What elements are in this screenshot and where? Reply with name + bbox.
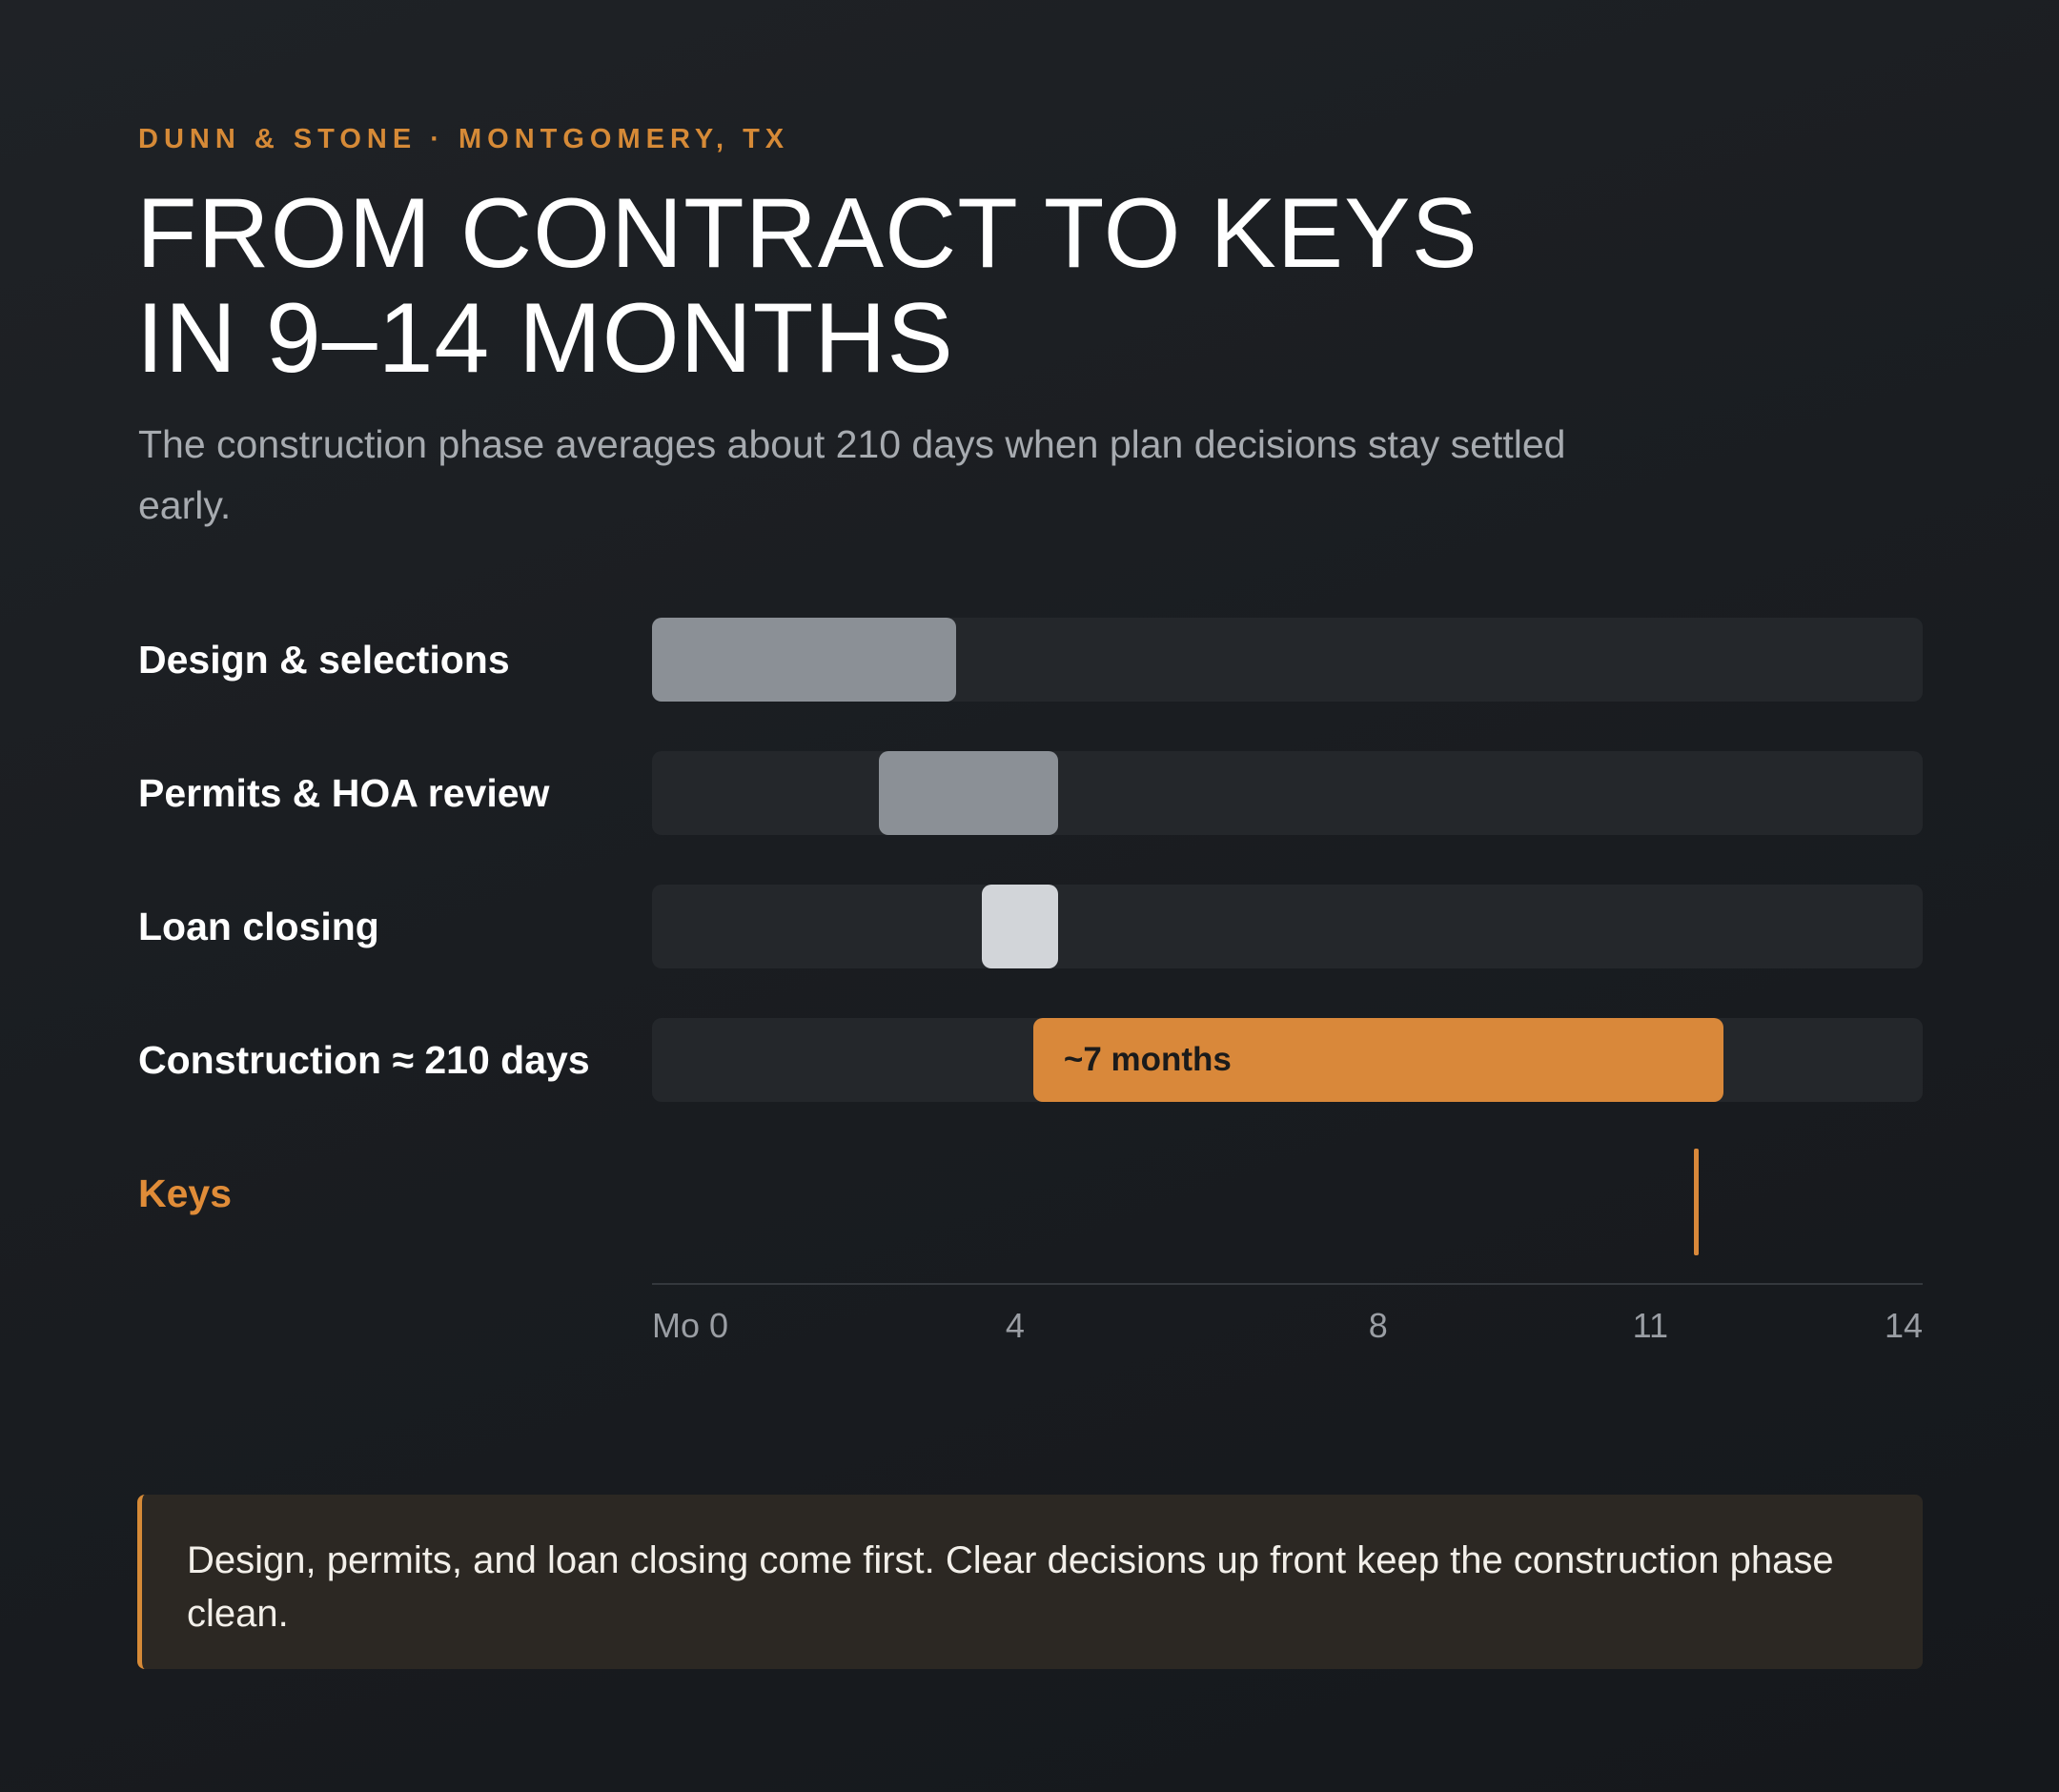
x-axis-line — [652, 1283, 1923, 1285]
row-track: ~7 months — [652, 1018, 1923, 1102]
bar-label: ~7 months — [1063, 1041, 1232, 1078]
task-bar — [652, 618, 956, 702]
x-tick-label: 14 — [1884, 1306, 1923, 1345]
subtitle: The construction phase averages about 21… — [138, 422, 1566, 527]
callout-text: Design, permits, and loan closing come f… — [187, 1539, 1834, 1635]
x-tick-label: 11 — [1632, 1306, 1669, 1345]
row-track — [652, 751, 1923, 835]
task-bar — [879, 751, 1058, 835]
row-label: Loan closing — [138, 905, 379, 948]
task-bar — [981, 885, 1058, 968]
summary-callout: Design, permits, and loan closing come f… — [137, 1495, 1923, 1669]
company-eyebrow: DUNN & STONE · MONTGOMERY, TX — [138, 124, 790, 154]
milestone-label: Keys — [138, 1171, 233, 1215]
row-label: Permits & HOA review — [138, 771, 550, 815]
milestone-marker — [1693, 1149, 1699, 1255]
row-track — [652, 618, 1923, 702]
row-label: Design & selections — [138, 638, 510, 682]
x-tick-label: Mo 0 — [652, 1306, 729, 1345]
row-label: Construction ≈ 210 days — [138, 1038, 590, 1082]
title-line-2: IN 9–14 MONTHS — [136, 283, 954, 394]
row-track — [652, 885, 1923, 968]
task-bar: ~7 months — [1032, 1018, 1723, 1102]
page-title: FROM CONTRACT TO KEYS IN 9–14 MONTHS — [136, 181, 1661, 391]
x-tick-label: 8 — [1368, 1306, 1388, 1345]
title-line-1: FROM CONTRACT TO KEYS — [136, 178, 1478, 289]
x-tick-label: 4 — [1005, 1306, 1025, 1345]
